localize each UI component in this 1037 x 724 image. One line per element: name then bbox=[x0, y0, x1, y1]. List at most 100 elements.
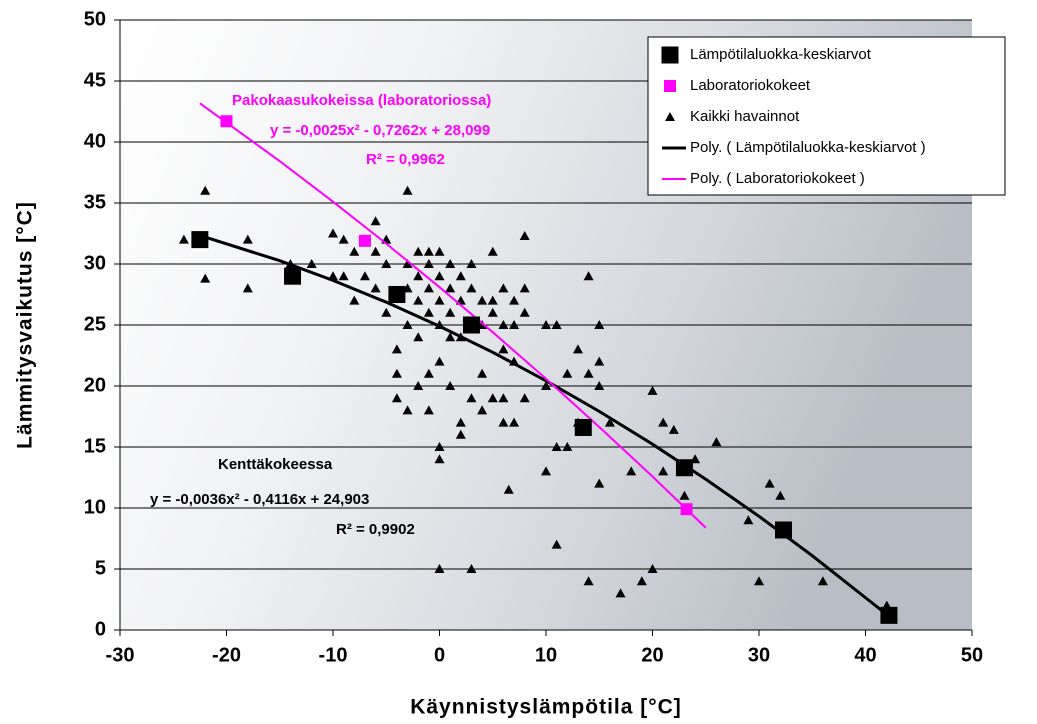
point bbox=[455, 417, 466, 427]
point bbox=[445, 332, 456, 342]
point bbox=[604, 417, 615, 427]
point bbox=[413, 246, 424, 256]
point bbox=[462, 316, 480, 334]
point bbox=[242, 234, 253, 244]
y-tick-label: 30 bbox=[84, 252, 106, 274]
point bbox=[191, 231, 209, 249]
point bbox=[358, 234, 371, 247]
y-tick-label: 15 bbox=[84, 435, 106, 457]
point bbox=[594, 356, 605, 366]
point bbox=[503, 484, 514, 494]
legend-label: Poly. ( Lämpötilaluokka-keskiarvot ) bbox=[690, 139, 926, 156]
annotation: R² = 0,9902 bbox=[336, 521, 415, 538]
annotation: y = -0,0036x² - 0,4116x + 24,903 bbox=[150, 491, 369, 508]
point bbox=[572, 344, 583, 354]
point bbox=[775, 490, 786, 500]
point bbox=[574, 418, 592, 436]
point bbox=[402, 185, 413, 195]
point bbox=[498, 283, 509, 293]
point bbox=[466, 283, 477, 293]
point bbox=[594, 381, 605, 390]
point bbox=[423, 307, 434, 317]
point bbox=[679, 490, 690, 500]
point bbox=[658, 466, 669, 476]
point bbox=[242, 283, 253, 293]
point bbox=[445, 381, 456, 390]
annotation: y = -0,0025x² - 0,7262x + 28,099 bbox=[270, 122, 490, 139]
y-tick-label: 45 bbox=[84, 69, 106, 91]
y-axis-title: Lämmitysvaikutus [°C] bbox=[14, 201, 37, 449]
point bbox=[477, 405, 488, 415]
point bbox=[487, 295, 498, 305]
point bbox=[381, 259, 392, 268]
point bbox=[583, 576, 594, 586]
point bbox=[647, 564, 658, 573]
point bbox=[455, 271, 466, 281]
point bbox=[423, 368, 434, 378]
point bbox=[338, 234, 349, 244]
point bbox=[509, 320, 520, 329]
point bbox=[487, 246, 498, 256]
point bbox=[220, 115, 233, 128]
legend-box bbox=[647, 36, 1006, 196]
point bbox=[498, 320, 509, 329]
point bbox=[487, 393, 498, 403]
legend-marker bbox=[665, 112, 675, 121]
point bbox=[200, 185, 211, 195]
point bbox=[434, 442, 445, 451]
point bbox=[413, 295, 424, 305]
point bbox=[445, 283, 456, 293]
point bbox=[519, 283, 530, 293]
x-tick-label: 40 bbox=[854, 644, 876, 666]
point bbox=[754, 576, 764, 586]
x-axis-title: Käynnistyslämpötila [°C] bbox=[410, 696, 682, 719]
point bbox=[423, 405, 434, 415]
point bbox=[583, 271, 594, 281]
point bbox=[675, 459, 693, 477]
point bbox=[541, 466, 551, 476]
point bbox=[455, 429, 466, 439]
point bbox=[680, 503, 693, 516]
point bbox=[551, 320, 562, 329]
point bbox=[551, 442, 562, 451]
x-tick-label: -10 bbox=[319, 644, 348, 666]
point bbox=[370, 246, 381, 256]
point bbox=[284, 267, 302, 285]
point bbox=[541, 320, 551, 329]
point bbox=[658, 417, 669, 427]
legend-marker bbox=[664, 80, 676, 92]
point bbox=[349, 295, 360, 305]
point bbox=[423, 246, 434, 256]
x-tick-label: -20 bbox=[212, 644, 241, 666]
point bbox=[519, 230, 530, 240]
y-tick-label: 5 bbox=[95, 557, 106, 579]
x-tick-label: 0 bbox=[434, 644, 445, 666]
point bbox=[445, 259, 456, 268]
point bbox=[711, 437, 722, 447]
annotation: Pakokaasukokeissa (laboratoriossa) bbox=[232, 92, 491, 109]
point bbox=[477, 295, 488, 305]
point bbox=[413, 332, 424, 342]
point bbox=[434, 356, 445, 366]
point bbox=[509, 417, 520, 427]
point bbox=[880, 606, 898, 624]
x-tick-label: 20 bbox=[641, 644, 663, 666]
x-tick-label: 10 bbox=[535, 644, 557, 666]
point bbox=[391, 393, 402, 403]
legend-label: Laboratoriokokeet bbox=[690, 77, 811, 94]
point bbox=[370, 283, 381, 293]
x-tick-label: 50 bbox=[961, 644, 983, 666]
point bbox=[434, 246, 445, 256]
point bbox=[764, 478, 775, 488]
y-tick-label: 50 bbox=[84, 8, 106, 30]
point bbox=[359, 271, 370, 281]
y-tick-label: 20 bbox=[84, 374, 106, 396]
x-tick-label: 30 bbox=[748, 644, 770, 666]
legend-marker bbox=[661, 46, 679, 64]
point bbox=[498, 393, 509, 403]
point bbox=[519, 307, 530, 317]
point bbox=[434, 271, 445, 281]
point bbox=[583, 368, 594, 378]
point bbox=[338, 271, 349, 281]
